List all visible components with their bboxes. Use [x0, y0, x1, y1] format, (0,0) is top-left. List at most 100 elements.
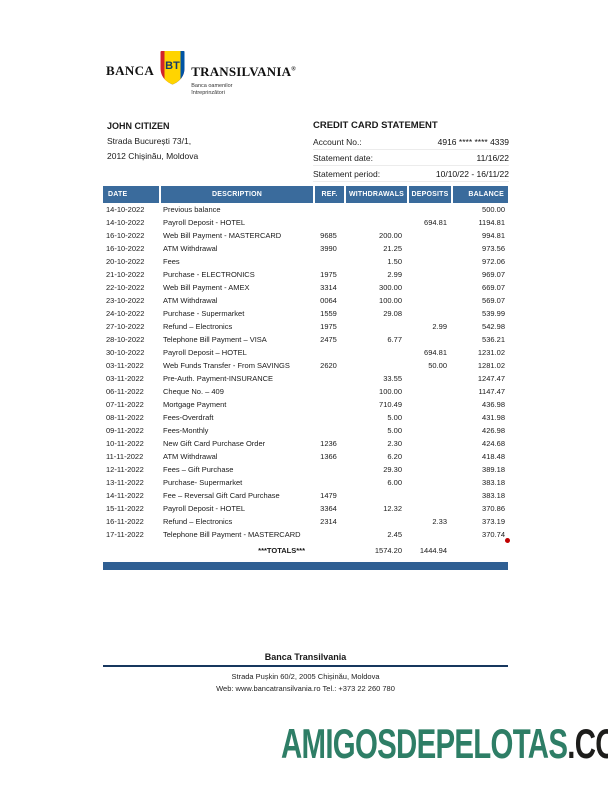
transactions-table: DATE DESCRIPTION REF. WITHDRAWALS DEPOSI…: [103, 186, 508, 557]
cell-balance: 994.81: [482, 231, 505, 240]
cell-ref: 2620: [320, 361, 337, 370]
cell-description: Refund – Electronics: [163, 517, 233, 526]
cell-deposits: [407, 424, 451, 437]
cell-balance: 389.18: [482, 465, 505, 474]
cell-balance: 1194.81: [478, 218, 505, 227]
header-deposits: DEPOSITS: [407, 186, 451, 203]
cell-ref: [313, 411, 344, 424]
cell-deposits: [407, 229, 451, 242]
statement-field-row: Account No.: 4916 **** **** 4339: [313, 134, 509, 150]
cell-date: 24-10-2022: [106, 309, 145, 318]
header-description: DESCRIPTION: [159, 186, 313, 203]
cell-date: 20-10-2022: [106, 257, 145, 266]
cell-balance: 539.99: [482, 309, 505, 318]
cell-date: 15-11-2022: [106, 504, 144, 513]
cell-deposits: 50.00: [428, 361, 447, 370]
header-balance: BALANCE: [451, 186, 508, 203]
customer-name: JOHN CITIZEN: [107, 121, 170, 131]
cell-balance: 373.19: [482, 517, 505, 526]
transaction-row: 14-10-2022 Payroll Deposit - HOTEL 694.8…: [103, 216, 508, 229]
statement-field-value: 11/16/22: [476, 153, 509, 163]
cell-balance: 1247.47: [477, 374, 505, 383]
footer-bank-name: Banca Transilvania: [103, 652, 508, 667]
statement-field-value: 4916 **** **** 4339: [437, 137, 509, 147]
cell-balance: 972.06: [482, 257, 505, 266]
cell-balance: 1281.02: [477, 361, 505, 370]
cell-date: 30-10-2022: [106, 348, 145, 357]
cell-withdrawals: 33.55: [383, 374, 402, 383]
cell-description: Previous balance: [163, 205, 221, 214]
cell-description: ATM Withdrawal: [163, 244, 218, 253]
cell-description: Pre-Auth. Payment-INSURANCE: [163, 374, 274, 383]
cell-deposits: [407, 294, 451, 307]
footer-contact: Web: www.bancatransilvania.ro Tel.: +373…: [216, 684, 395, 693]
header-withdrawals: WITHDRAWALS: [344, 186, 407, 203]
cell-withdrawals: 100.00: [379, 387, 402, 396]
cell-withdrawals: 2.45: [387, 530, 402, 539]
cell-withdrawals: 6.77: [387, 335, 402, 344]
cell-balance: 418.48: [482, 452, 505, 461]
cell-date: 11-11-2022: [106, 452, 144, 461]
cell-description: ATM Withdrawal: [163, 296, 218, 305]
cell-deposits: [407, 398, 451, 411]
cell-withdrawals: 200.00: [379, 231, 402, 240]
cell-ref: 1559: [320, 309, 337, 318]
cell-withdrawals: 2.99: [387, 270, 402, 279]
cell-date: 10-11-2022: [106, 439, 144, 448]
logo-tagline: Banca oamenilor întreprinzători: [191, 83, 233, 96]
transaction-row: 16-10-2022 ATM Withdrawal 3990 21.25 973…: [103, 242, 508, 255]
cell-balance: 1147.47: [478, 387, 505, 396]
bank-logo: BANCA BT TRANSILVANIA® Banca oamenilor î…: [106, 50, 296, 96]
cell-date: 14-10-2022: [106, 218, 145, 227]
cell-description: Telephone Bill Payment – VISA: [163, 335, 267, 344]
cell-deposits: [407, 281, 451, 294]
transaction-row: 22-10-2022 Web Bill Payment - AMEX 3314 …: [103, 281, 508, 294]
cell-withdrawals: 5.00: [387, 413, 402, 422]
statement-field-value: 10/10/22 - 16/11/22: [435, 169, 509, 179]
cell-ref: [313, 463, 344, 476]
header-date: DATE: [103, 186, 159, 203]
cell-ref: 1975: [320, 322, 337, 331]
cell-withdrawals: [344, 216, 407, 229]
cell-withdrawals: [344, 515, 407, 528]
cell-ref: 0064: [320, 296, 337, 305]
transaction-row: 03-11-2022 Pre-Auth. Payment-INSURANCE 3…: [103, 372, 508, 385]
transactions-table-wrap: DATE DESCRIPTION REF. WITHDRAWALS DEPOSI…: [103, 186, 510, 570]
cell-ref: [313, 476, 344, 489]
cell-date: 21-10-2022: [106, 270, 145, 279]
cell-ref: 2314: [320, 517, 337, 526]
cell-description: Web Bill Payment - AMEX: [163, 283, 250, 292]
cell-ref: 9685: [320, 231, 337, 240]
cell-deposits: [407, 411, 451, 424]
transaction-row: 30-10-2022 Payroll Deposit – HOTEL 694.8…: [103, 346, 508, 359]
cell-balance: 383.18: [482, 491, 505, 500]
logo-right-block: TRANSILVANIA® Banca oamenilor întreprinz…: [191, 63, 296, 96]
cell-date: 03-11-2022: [106, 361, 144, 370]
cell-withdrawals: 2.30: [387, 439, 402, 448]
cell-description: Purchase - ELECTRONICS: [163, 270, 255, 279]
transaction-row: 16-11-2022 Refund – Electronics 2314 2.3…: [103, 515, 508, 528]
cell-description: Web Funds Transfer - From SAVINGS: [163, 361, 290, 370]
cell-deposits: [407, 437, 451, 450]
transaction-row: 11-11-2022 ATM Withdrawal 1366 6.20 418.…: [103, 450, 508, 463]
cell-deposits: [407, 463, 451, 476]
cell-ref: [313, 216, 344, 229]
transaction-row: 08-11-2022 Fees-Overdraft 5.00 431.98: [103, 411, 508, 424]
cell-description: New Gift Card Purchase Order: [163, 439, 266, 448]
statement-field-row: Statement period: 10/10/22 - 16/11/22: [313, 166, 509, 182]
cell-withdrawals: 21.25: [383, 244, 402, 253]
cell-description: Mortgage Payment: [163, 400, 227, 409]
transaction-row: 09-11-2022 Fees-Monthly 5.00 426.98: [103, 424, 508, 437]
transaction-row: 15-11-2022 Payroll Deposit - HOTEL 3364 …: [103, 502, 508, 515]
cell-ref: 3314: [320, 283, 337, 292]
watermark-green-text: AMIGOSDEPELOTAS: [281, 720, 568, 767]
cell-date: 28-10-2022: [106, 335, 145, 344]
table-bottom-bar: [103, 562, 508, 570]
totals-label: ***TOTALS***: [258, 546, 305, 555]
cell-date: 16-11-2022: [106, 517, 144, 526]
cell-withdrawals: 710.49: [379, 400, 402, 409]
cell-deposits: [407, 268, 451, 281]
cell-date: 06-11-2022: [106, 387, 144, 396]
cell-deposits: 694.81: [424, 348, 447, 357]
cell-ref: 1479: [320, 491, 337, 500]
